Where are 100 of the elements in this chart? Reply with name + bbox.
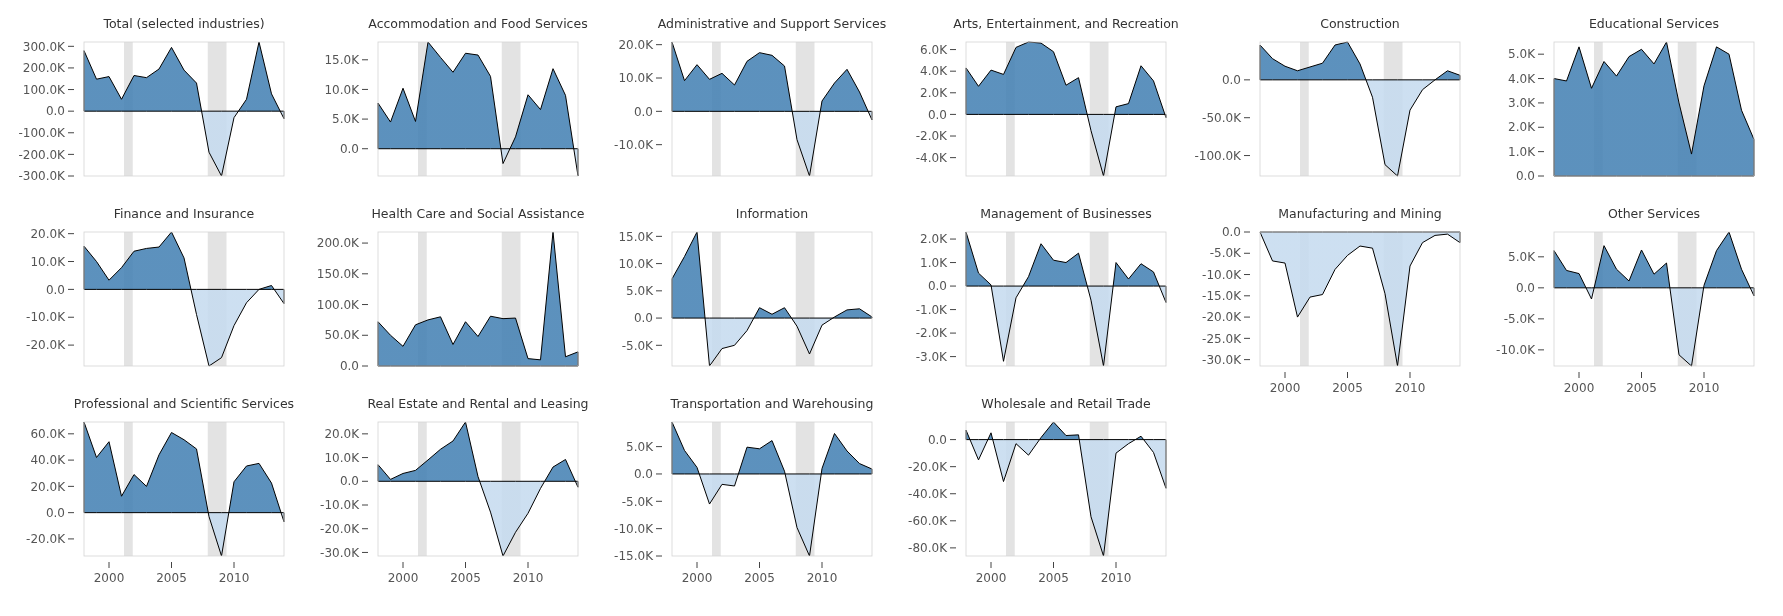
y-tick-label: -25.0K	[1202, 331, 1243, 346]
y-tick-label: -10.0K	[1496, 343, 1537, 358]
y-tick-label: 0.0	[1221, 73, 1241, 88]
y-tick-label: -100.0K	[1194, 148, 1243, 163]
x-tick-label: 2010	[218, 571, 250, 585]
y-tick-label: -20.0K	[26, 338, 67, 353]
y-tick-label: 5.0K	[626, 284, 655, 299]
y-tick-label: -20.0K	[26, 532, 67, 547]
chart-title: Manufacturing and Mining	[1278, 206, 1442, 221]
y-tick-label: 100.0K	[316, 297, 361, 312]
y-tick-label: -5.0K	[1503, 312, 1537, 327]
y-tick-label: 5.0K	[626, 439, 655, 454]
y-tick-label: 60.0K	[30, 427, 67, 442]
y-tick-label: 10.0K	[618, 71, 655, 86]
chart-title: Arts, Entertainment, and Recreation	[953, 16, 1179, 31]
y-tick-label: 10.0K	[324, 450, 361, 465]
y-tick-label: 5.0K	[1508, 47, 1537, 62]
y-tick-label: 5.0K	[332, 112, 361, 127]
chart-title: Management of Businesses	[980, 206, 1152, 221]
y-tick-label: 6.0K	[920, 42, 949, 57]
y-tick-label: -30.0K	[1202, 352, 1243, 367]
y-tick-label: 4.0K	[1508, 71, 1537, 86]
y-tick-label: -15.0K	[1202, 289, 1243, 304]
chart-title: Other Services	[1607, 206, 1701, 221]
y-tick-label: -200.0K	[18, 147, 67, 162]
chart-title: Finance and Insurance	[113, 206, 255, 221]
y-tick-label: 10.0K	[618, 256, 655, 271]
y-tick-label: -3.0K	[915, 349, 949, 364]
y-tick-label: 0.0	[927, 279, 947, 294]
y-tick-label: -1.0K	[915, 302, 949, 317]
y-tick-label: 0.0	[633, 104, 653, 119]
y-tick-label: 0.0	[927, 432, 947, 447]
y-tick-label: 10.0K	[30, 254, 67, 269]
x-tick-label: 2005	[1626, 381, 1657, 395]
y-tick-label: -5.0K	[1209, 246, 1243, 261]
chart-title: Transportation and Warehousing	[669, 396, 874, 411]
chart-title: Accommodation and Food Services	[368, 16, 588, 31]
chart-title: Health Care and Social Assistance	[371, 206, 585, 221]
x-tick-label: 2010	[806, 571, 838, 585]
y-tick-label: 15.0K	[618, 229, 655, 244]
y-tick-label: 0.0	[1221, 225, 1241, 240]
y-tick-label: 10.0K	[324, 82, 361, 97]
y-tick-label: 100.0K	[22, 82, 67, 97]
y-tick-label: -4.0K	[915, 150, 949, 165]
y-tick-label: 20.0K	[618, 37, 655, 52]
x-tick-label: 2000	[1563, 381, 1595, 395]
x-tick-label: 2010	[1688, 381, 1720, 395]
y-tick-label: 20.0K	[30, 226, 67, 241]
y-tick-label: 20.0K	[30, 479, 67, 494]
y-tick-label: -10.0K	[614, 137, 655, 152]
y-tick-label: 0.0	[339, 359, 359, 374]
y-tick-label: 200.0K	[22, 61, 67, 76]
y-tick-label: -2.0K	[915, 129, 949, 144]
y-tick-label: -5.0K	[621, 494, 655, 509]
x-tick-label: 2005	[450, 571, 481, 585]
chart-title: Total (selected industries)	[102, 16, 265, 31]
x-tick-label: 2005	[1332, 381, 1363, 395]
y-tick-label: 0.0	[927, 107, 947, 122]
y-tick-label: 0.0	[45, 505, 65, 520]
y-tick-label: -60.0K	[908, 514, 949, 529]
y-tick-label: 40.0K	[30, 453, 67, 468]
y-tick-label: -30.0K	[320, 545, 361, 560]
y-tick-label: -100.0K	[18, 125, 67, 140]
y-tick-label: 300.0K	[22, 39, 67, 54]
y-tick-label: 0.0	[1515, 281, 1535, 296]
y-tick-label: -10.0K	[26, 310, 67, 325]
y-tick-label: -40.0K	[908, 486, 949, 501]
y-tick-label: 15.0K	[324, 52, 361, 67]
y-tick-label: 0.0	[1515, 169, 1535, 184]
y-tick-label: -10.0K	[1202, 267, 1243, 282]
x-tick-label: 2000	[1269, 381, 1301, 395]
y-tick-label: 200.0K	[316, 236, 361, 251]
y-tick-label: -10.0K	[320, 498, 361, 513]
x-tick-label: 2010	[512, 571, 544, 585]
y-tick-label: 0.0	[45, 282, 65, 297]
x-tick-label: 2005	[1038, 571, 1069, 585]
chart-title: Construction	[1320, 16, 1400, 31]
x-tick-label: 2010	[1100, 571, 1132, 585]
y-tick-label: 0.0	[633, 467, 653, 482]
y-tick-label: 0.0	[633, 311, 653, 326]
x-tick-label: 2000	[681, 571, 713, 585]
chart-title: Educational Services	[1588, 16, 1720, 31]
y-tick-label: 0.0	[45, 104, 65, 119]
y-tick-label: 0.0	[339, 141, 359, 156]
x-tick-label: 2010	[1394, 381, 1426, 395]
y-tick-label: 20.0K	[324, 427, 361, 442]
chart-title: Administrative and Support Services	[657, 16, 887, 31]
chart-title: Wholesale and Retail Trade	[981, 396, 1152, 411]
y-tick-label: -15.0K	[614, 549, 655, 564]
x-tick-label: 2000	[975, 571, 1007, 585]
y-tick-label: 2.0K	[920, 85, 949, 100]
x-tick-label: 2005	[156, 571, 187, 585]
x-tick-label: 2000	[387, 571, 419, 585]
y-tick-label: -2.0K	[915, 326, 949, 341]
y-tick-label: -80.0K	[908, 541, 949, 556]
y-tick-label: 1.0K	[920, 255, 949, 270]
y-tick-label: -50.0K	[1202, 110, 1243, 125]
y-tick-label: 2.0K	[1508, 120, 1537, 135]
y-tick-label: -20.0K	[908, 459, 949, 474]
chart-title: Information	[735, 206, 809, 221]
